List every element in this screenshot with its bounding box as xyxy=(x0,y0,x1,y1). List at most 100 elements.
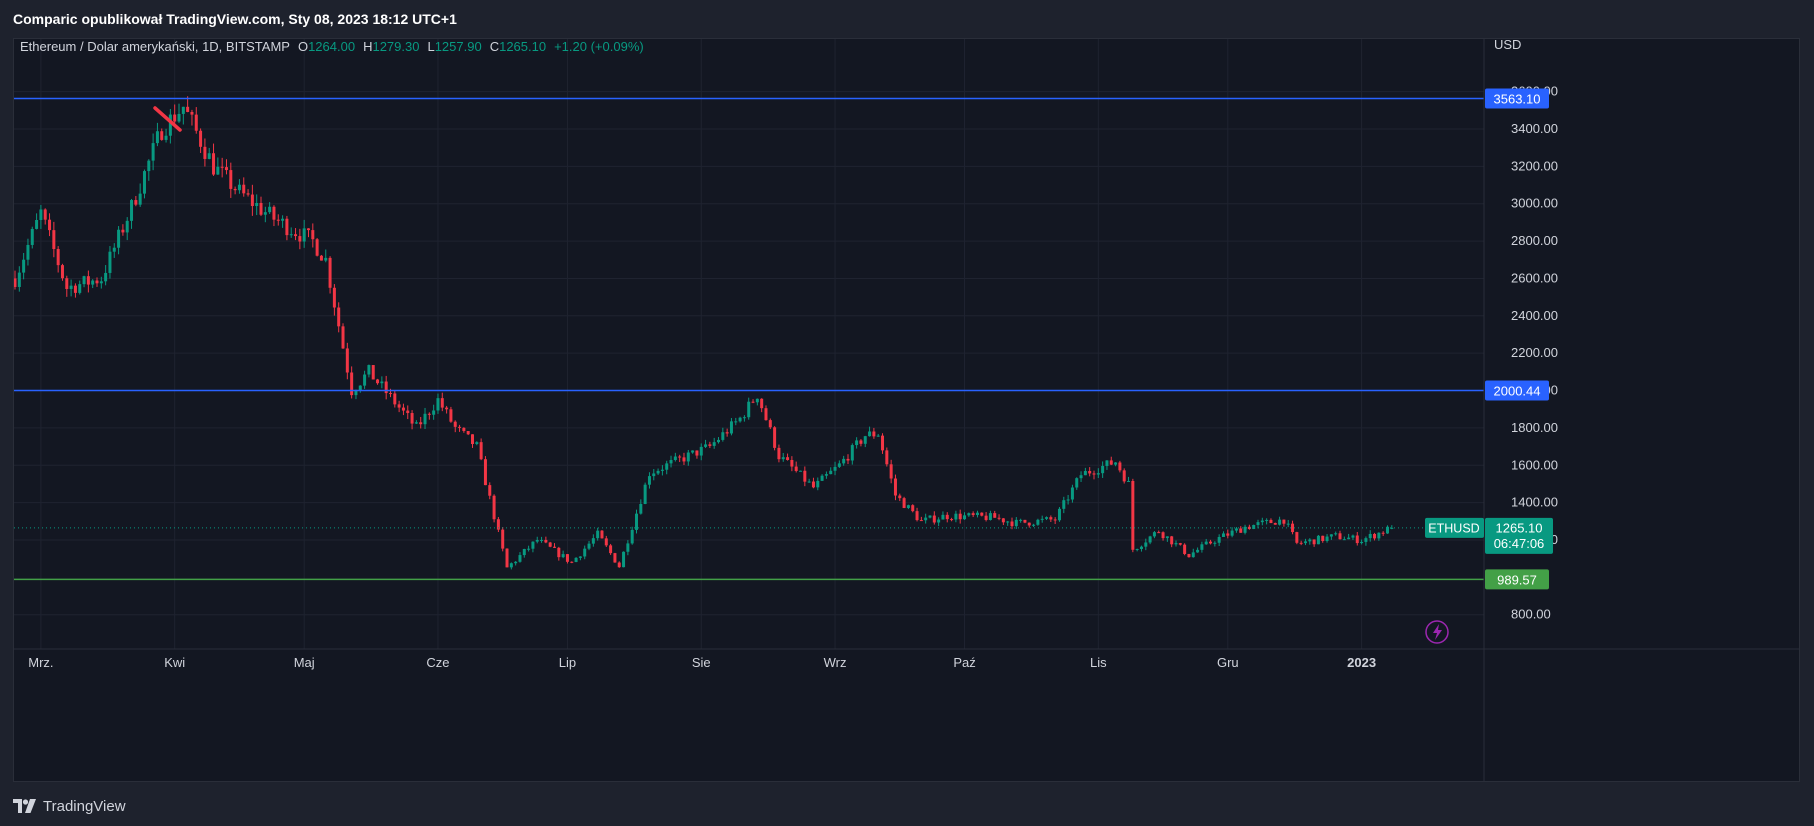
candle-body xyxy=(682,457,686,462)
candle-body xyxy=(1070,487,1074,500)
candle-body xyxy=(367,365,371,375)
candle-body xyxy=(958,513,962,520)
price-tick-label: 3000.00 xyxy=(1511,196,1558,211)
price-chart[interactable]: 3600.003400.003200.003000.002800.002600.… xyxy=(14,39,1799,781)
tradingview-logo[interactable]: TradingView xyxy=(13,796,126,816)
lightning-icon xyxy=(1425,620,1449,644)
candle-body xyxy=(1200,544,1204,550)
candle-body xyxy=(622,551,626,568)
candle-body xyxy=(790,459,794,467)
candle-body xyxy=(842,458,846,464)
candle-body xyxy=(1144,542,1148,547)
candle-body xyxy=(678,456,682,458)
candle-body xyxy=(397,404,401,408)
candle-body xyxy=(760,398,764,409)
legend-low-value: 1257.90 xyxy=(435,39,482,54)
candle-body xyxy=(427,413,431,415)
candle-body xyxy=(1351,535,1355,538)
candle-body xyxy=(1075,478,1079,488)
last-price-text: 1265.10 xyxy=(1496,520,1543,535)
candle-body xyxy=(1260,520,1264,523)
candle-body xyxy=(1308,539,1312,542)
candle-body xyxy=(233,188,237,191)
candle-body xyxy=(294,234,298,237)
candle-body xyxy=(112,247,116,252)
candle-body xyxy=(1027,522,1031,526)
legend-symbol: Ethereum / Dolar amerykański, 1D, BITSTA… xyxy=(20,39,290,54)
candle-body xyxy=(414,422,418,424)
candle-body xyxy=(932,515,936,523)
candle-body xyxy=(224,167,228,171)
candle-body xyxy=(1066,499,1070,501)
candle-body xyxy=(604,538,608,546)
candle-body xyxy=(773,427,777,448)
candle-body xyxy=(1127,480,1131,482)
candle-body xyxy=(941,514,945,520)
candle-body xyxy=(17,272,21,287)
candle-body xyxy=(1053,519,1057,521)
countdown-text: 06:47:06 xyxy=(1494,536,1545,551)
candle-body xyxy=(1243,526,1247,533)
legend-close-label: C xyxy=(490,39,499,54)
candle-body xyxy=(1092,473,1096,475)
candle-body xyxy=(915,511,919,521)
candle-body xyxy=(1101,465,1105,474)
price-tick-label: 800.00 xyxy=(1511,607,1551,622)
candle-body xyxy=(626,543,630,552)
chart-panel[interactable]: 3600.003400.003200.003000.002800.002600.… xyxy=(13,38,1800,782)
candle-body xyxy=(298,236,302,242)
candle-body xyxy=(1131,480,1135,550)
candle-body xyxy=(401,407,405,411)
candle-body xyxy=(768,420,772,428)
candle-body xyxy=(975,512,979,516)
candle-body xyxy=(492,495,496,520)
candle-body xyxy=(514,561,518,564)
candle-body xyxy=(1273,523,1277,525)
candle-body xyxy=(1256,522,1260,526)
candle-body xyxy=(544,539,548,543)
candle-body xyxy=(984,515,988,520)
candle-body xyxy=(898,495,902,499)
candle-body xyxy=(1178,543,1182,545)
candle-body xyxy=(829,470,833,475)
candle-body xyxy=(14,278,17,287)
candle-body xyxy=(203,146,207,159)
candle-body xyxy=(30,228,34,245)
candle-body xyxy=(850,445,854,461)
candle-body xyxy=(553,546,556,548)
candle-body xyxy=(332,287,336,308)
candle-body xyxy=(695,450,699,456)
candle-body xyxy=(104,272,108,282)
candle-body xyxy=(445,407,449,410)
candle-body xyxy=(1230,530,1234,536)
legend-open-label: O xyxy=(298,39,308,54)
candle-body xyxy=(199,130,203,147)
candle-body xyxy=(1109,460,1113,465)
candle-body xyxy=(281,218,285,221)
candle-body xyxy=(799,470,803,472)
candle-body xyxy=(117,229,121,248)
candle-body xyxy=(1083,471,1087,476)
candle-body xyxy=(578,556,582,558)
candle-body xyxy=(432,410,436,415)
level-price-text: 2000.44 xyxy=(1494,383,1541,398)
candle-body xyxy=(259,202,263,215)
candle-body xyxy=(635,513,639,530)
candle-body xyxy=(1278,519,1282,525)
candle-body xyxy=(1286,523,1290,525)
candle-body xyxy=(1079,475,1083,479)
candle-body xyxy=(1321,535,1325,542)
candle-body xyxy=(967,513,971,516)
candle-body xyxy=(1217,537,1221,543)
candle-body xyxy=(1157,532,1161,534)
candle-body xyxy=(721,432,725,440)
candle-body xyxy=(764,408,768,421)
candle-body xyxy=(1204,541,1208,545)
candle-body xyxy=(350,372,354,396)
candle-body xyxy=(1122,470,1126,482)
candle-body xyxy=(354,390,358,396)
candle-body xyxy=(742,417,746,419)
tradingview-logo-icon xyxy=(13,799,36,813)
time-tick-label: Kwi xyxy=(164,655,185,670)
candle-body xyxy=(1209,541,1213,544)
